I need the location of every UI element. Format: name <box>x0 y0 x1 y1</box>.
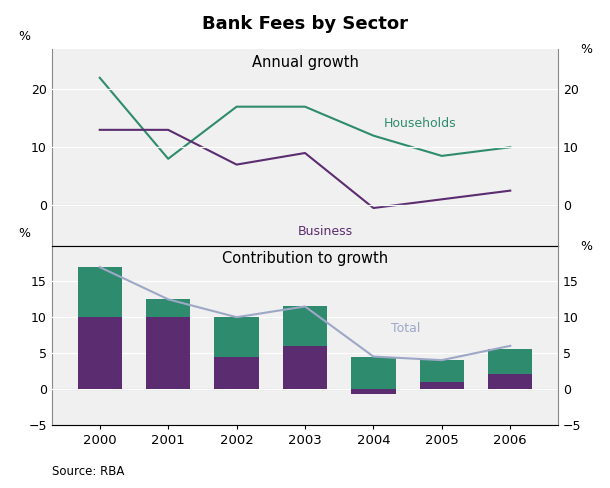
Bar <box>351 389 396 394</box>
Bar <box>146 317 190 389</box>
Y-axis label: %: % <box>18 227 30 240</box>
Bar <box>351 357 396 389</box>
Bar <box>488 349 533 374</box>
Bar <box>214 357 259 389</box>
Text: Households: Households <box>384 117 456 130</box>
Text: Contribution to growth: Contribution to growth <box>222 251 388 266</box>
Text: Business: Business <box>298 225 353 238</box>
Bar <box>420 360 464 382</box>
Y-axis label: %: % <box>580 43 592 56</box>
Text: Bank Fees by Sector: Bank Fees by Sector <box>202 15 408 33</box>
Bar <box>283 346 327 389</box>
Y-axis label: %: % <box>18 30 30 43</box>
Text: Total: Total <box>390 322 420 334</box>
Bar <box>77 317 122 389</box>
Bar <box>146 299 190 317</box>
Text: Source: RBA: Source: RBA <box>52 465 124 478</box>
Bar <box>420 382 464 389</box>
Bar <box>214 317 259 357</box>
Bar <box>488 374 533 389</box>
Y-axis label: %: % <box>580 240 592 253</box>
Bar <box>77 267 122 317</box>
Bar <box>283 306 327 346</box>
Text: Annual growth: Annual growth <box>251 55 359 70</box>
